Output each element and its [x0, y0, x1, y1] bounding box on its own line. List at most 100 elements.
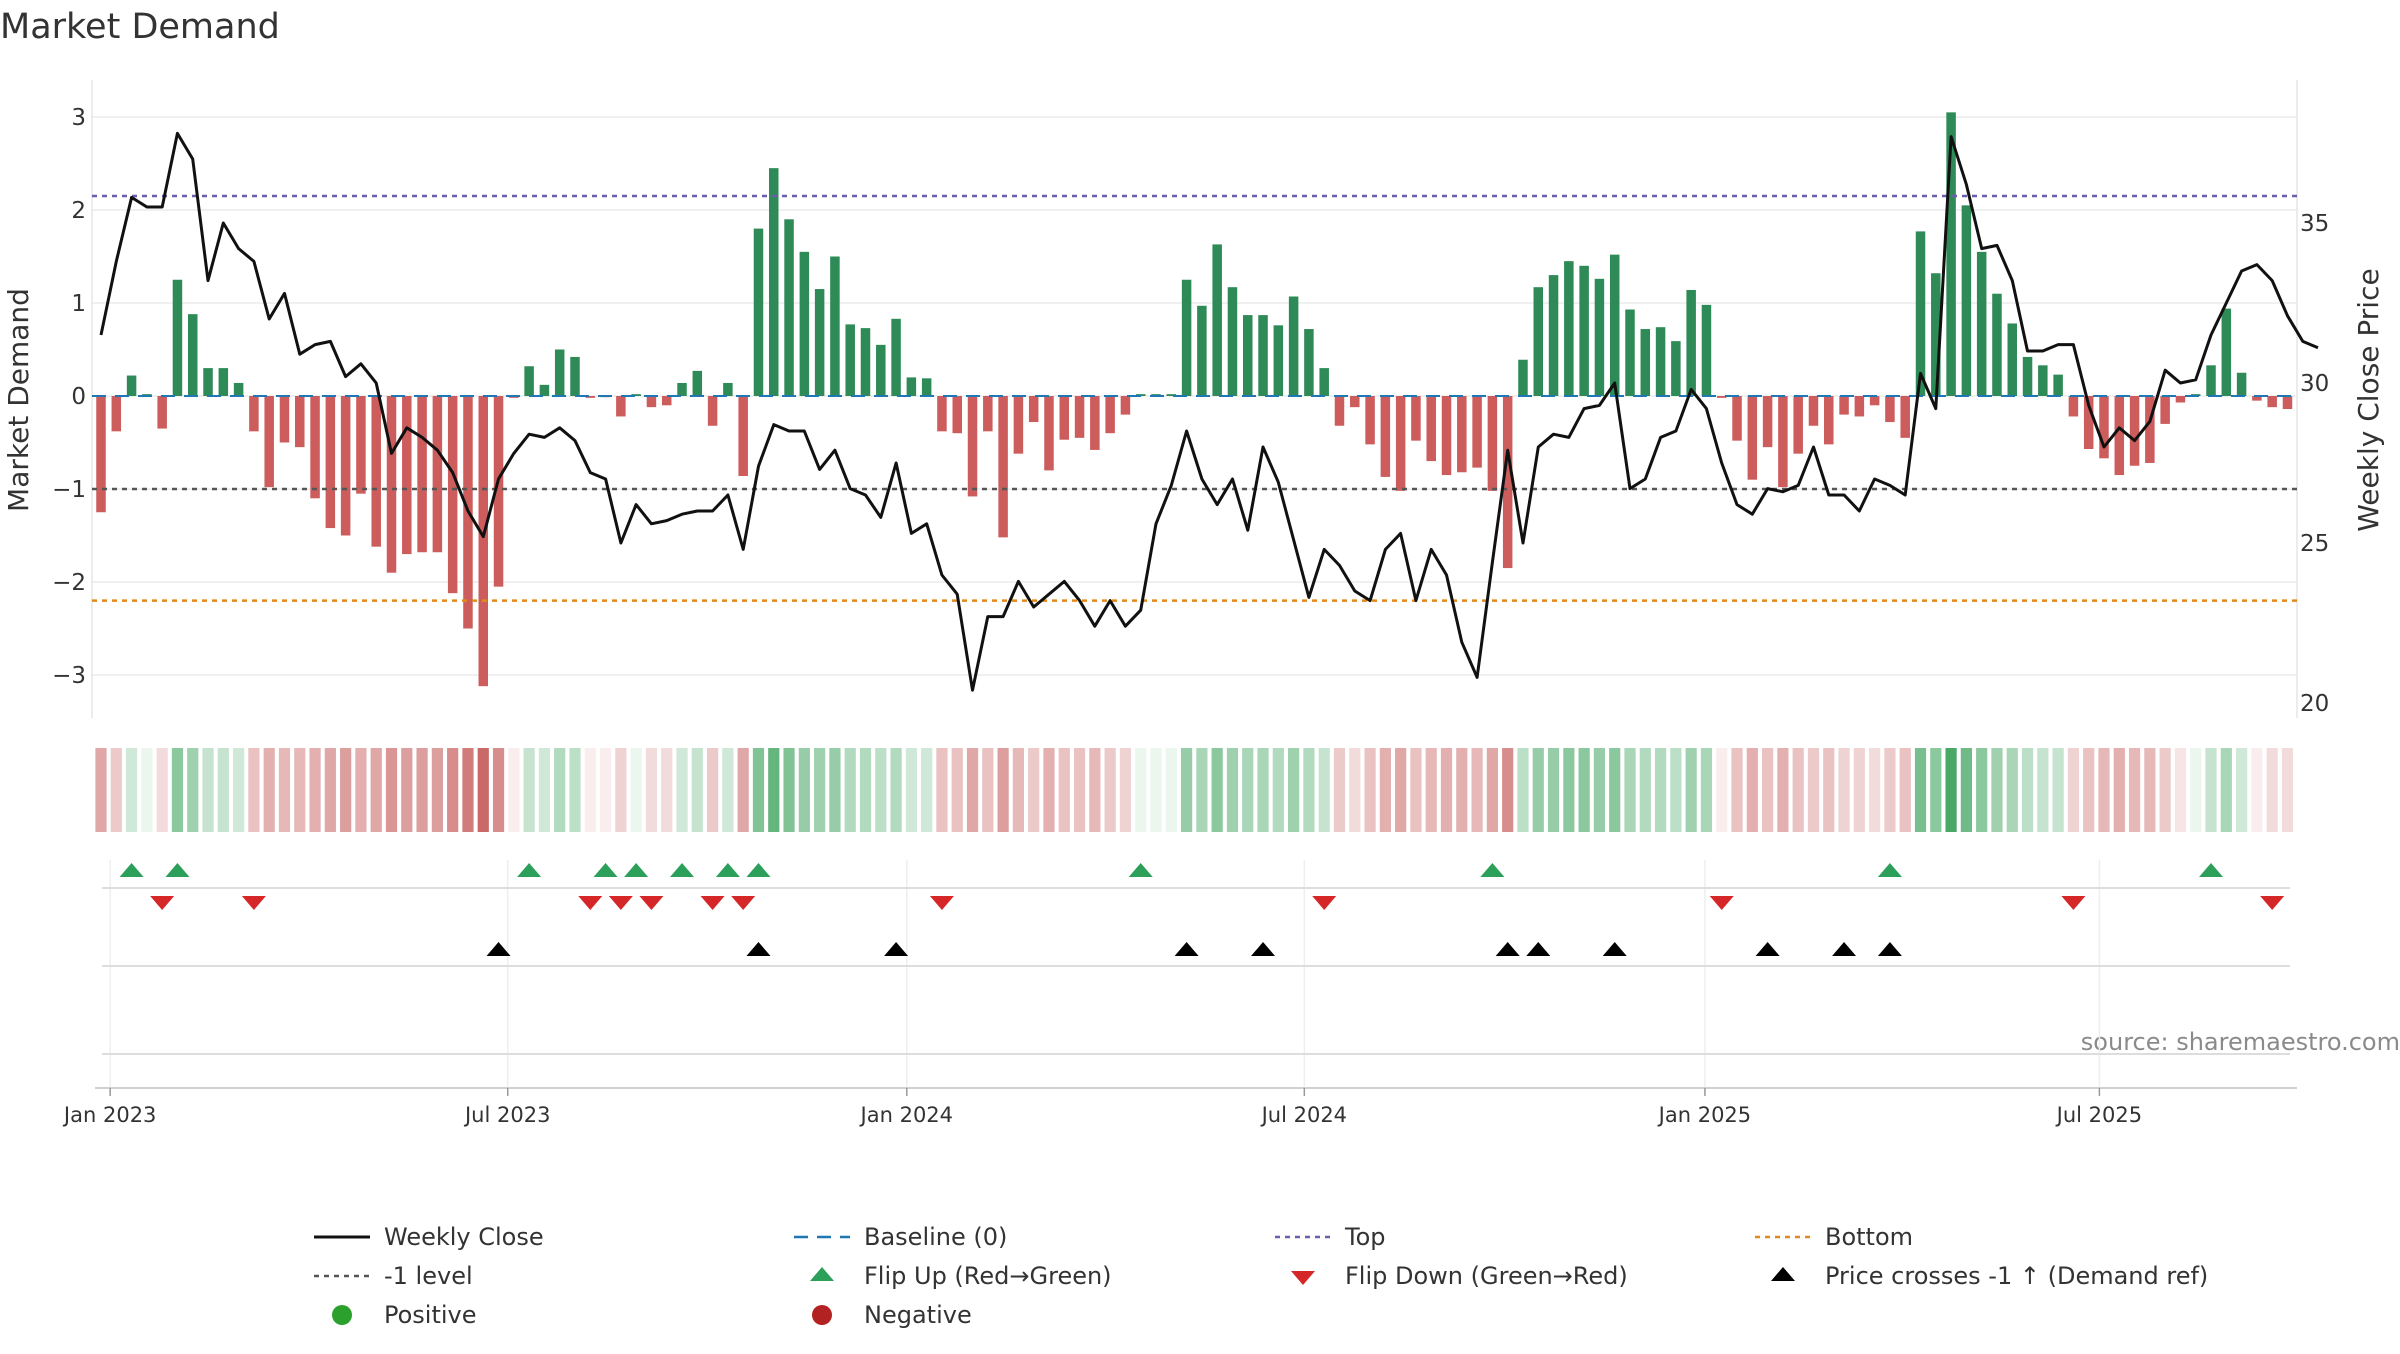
flip-up-marker: [165, 863, 190, 877]
strip-cell: [1180, 748, 1193, 832]
demand-bar: [830, 256, 840, 396]
strip-cell: [2067, 748, 2080, 832]
price-cross-marker: [1755, 942, 1780, 956]
strip-cell: [951, 748, 963, 832]
strip-cell: [508, 748, 520, 832]
demand-bar: [1594, 278, 1605, 396]
demand-bar: [1564, 261, 1574, 396]
strip-cell: [1333, 748, 1346, 832]
price-cross-marker: [746, 942, 771, 956]
price-cross-marker: [486, 942, 511, 956]
demand-bar: [707, 396, 718, 426]
flip-down-marker: [241, 896, 266, 910]
demand-bar: [417, 396, 427, 553]
demand-bar: [356, 396, 366, 494]
demand-bar: [2038, 365, 2048, 396]
demand-bar: [1212, 244, 1222, 396]
demand-bar: [1502, 396, 1513, 569]
strip-cell: [2220, 748, 2232, 832]
strip-cell: [1563, 748, 1575, 832]
strip-cell: [814, 748, 826, 832]
demand-bar: [1304, 329, 1314, 396]
strip-cell: [615, 748, 627, 832]
strip-cell: [2205, 748, 2217, 832]
strip-cell: [1838, 748, 1850, 832]
strip-cell: [1670, 748, 1682, 832]
price-cross-marker: [884, 942, 909, 956]
strip-cell: [2037, 748, 2049, 832]
strip-cell: [2174, 748, 2187, 832]
strip-cell: [1945, 748, 1957, 832]
demand-bar: [921, 378, 932, 396]
demand-bar: [96, 396, 106, 513]
strip-cell: [905, 748, 917, 832]
strip-cell: [95, 748, 107, 832]
demand-bar: [2022, 356, 2033, 396]
flip-down-marker: [700, 896, 725, 910]
strip-cell: [1303, 748, 1315, 832]
strip-cell: [1104, 748, 1116, 832]
flip-down-marker: [2260, 896, 2285, 910]
strip-cell: [691, 748, 703, 832]
demand-bar: [2221, 308, 2232, 396]
flip-up-marker: [1480, 863, 1505, 877]
legend-label: Weekly Close: [384, 1223, 544, 1251]
flip-down-marker: [639, 896, 664, 910]
y-tick-label: −2: [52, 570, 86, 596]
price-cross-marker: [1174, 942, 1199, 956]
demand-bar: [2175, 396, 2186, 403]
strip-cell: [783, 748, 795, 832]
demand-bar: [906, 377, 917, 396]
strip-cell: [156, 748, 168, 832]
demand-bar: [524, 366, 534, 396]
demand-bar: [249, 396, 259, 432]
demand-bar: [157, 396, 167, 429]
demand-bar: [172, 279, 183, 396]
demand-bar: [1778, 396, 1788, 488]
strip-cell: [1272, 748, 1284, 832]
demand-bar: [1441, 396, 1452, 476]
demand-bar: [814, 289, 825, 396]
demand-bar: [585, 396, 596, 398]
strip-cell: [645, 748, 658, 832]
demand-bar: [340, 396, 351, 536]
strip-cell: [844, 748, 856, 832]
demand-bar: [111, 396, 122, 432]
strip-cell: [1226, 748, 1239, 832]
flip-down-marker: [1312, 896, 1337, 910]
strip-cell: [2144, 748, 2156, 832]
strip-cell: [431, 748, 443, 832]
price-cross-marker: [1877, 942, 1902, 956]
demand-bar: [983, 396, 993, 432]
strip-cell: [1440, 748, 1453, 832]
demand-bar: [1640, 329, 1651, 396]
demand-bar: [2099, 396, 2109, 459]
source-annotation: source: sharemaestro.com: [2081, 1028, 2400, 1056]
strip-cell: [370, 748, 382, 832]
strip-cell: [187, 748, 199, 832]
strip-cell: [1639, 748, 1651, 832]
demand-bar: [1701, 304, 1712, 396]
strip-cell: [340, 748, 352, 832]
price-cross-marker: [1495, 942, 1520, 956]
demand-bar: [1869, 396, 1880, 406]
strip-cell: [1609, 748, 1621, 832]
demand-bar: [692, 370, 703, 396]
strip-cell: [401, 748, 413, 832]
y-tick-label: 0: [71, 384, 86, 410]
strip-cell: [936, 748, 948, 832]
legend-swatch-price-cross: [1771, 1267, 1795, 1281]
strip-cell: [722, 748, 734, 832]
strip-cell: [829, 748, 841, 832]
demand-bar: [1732, 396, 1742, 441]
strip-cell: [125, 748, 138, 832]
strip-cell: [1012, 748, 1024, 832]
axes: 3 2 1 0 −1 −2 −3 35 30 25 20: [52, 80, 2329, 1089]
demand-bar: [1976, 251, 1987, 396]
strip-cell: [1349, 748, 1361, 832]
strip-cell: [324, 748, 336, 832]
legend-label: Flip Down (Green→Red): [1345, 1262, 1628, 1290]
legend: Weekly Close Baseline (0) Top Bottom -1 leve…: [314, 1223, 2208, 1329]
demand-bar: [1319, 368, 1329, 396]
